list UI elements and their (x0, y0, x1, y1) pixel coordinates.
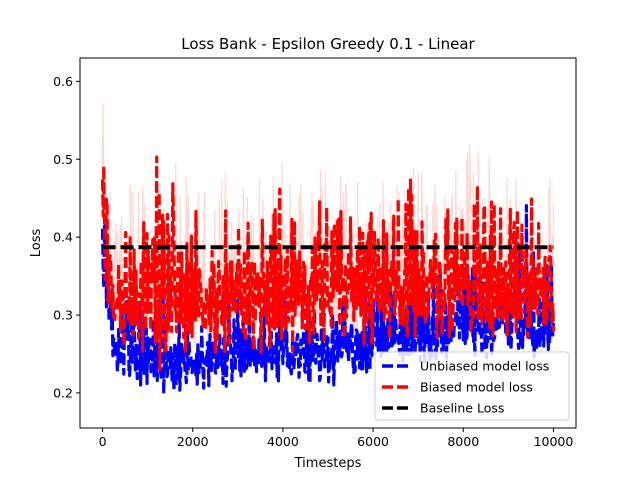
x-tick-label: 8000 (447, 434, 479, 449)
y-tick-label: 0.3 (53, 308, 73, 323)
x-tick-label: 4000 (267, 434, 299, 449)
x-tick-label: 10000 (534, 434, 574, 449)
series-unbiased-line (100, 204, 556, 396)
x-tick-label: 2000 (177, 434, 209, 449)
y-tick-label: 0.6 (53, 74, 73, 89)
axes-frame (79, 57, 577, 429)
legend-label: Unbiased model loss (420, 359, 549, 374)
series-biased-line (100, 155, 556, 372)
y-axis-label: Loss (29, 229, 44, 258)
y-tick-label: 0.2 (53, 385, 73, 400)
x-tick-label: 6000 (357, 434, 389, 449)
plot-area (100, 103, 556, 396)
legend-label: Baseline Loss (420, 401, 504, 416)
legend: Unbiased model loss Biased model loss Base… (374, 351, 570, 421)
x-axis-label: Timesteps (294, 456, 362, 471)
legend-box (374, 351, 570, 421)
y-tick-label: 0.4 (53, 230, 73, 245)
chart-title: Loss Bank - Epsilon Greedy 0.1 - Linear (181, 35, 475, 53)
x-tick-label: 0 (99, 434, 107, 449)
legend-label: Biased model loss (420, 380, 533, 395)
y-tick-label: 0.5 (53, 152, 73, 167)
y-axis: 0.2 0.3 0.4 0.5 0.6 (53, 74, 80, 400)
x-axis: 0 2000 4000 6000 8000 10000 (99, 428, 574, 449)
